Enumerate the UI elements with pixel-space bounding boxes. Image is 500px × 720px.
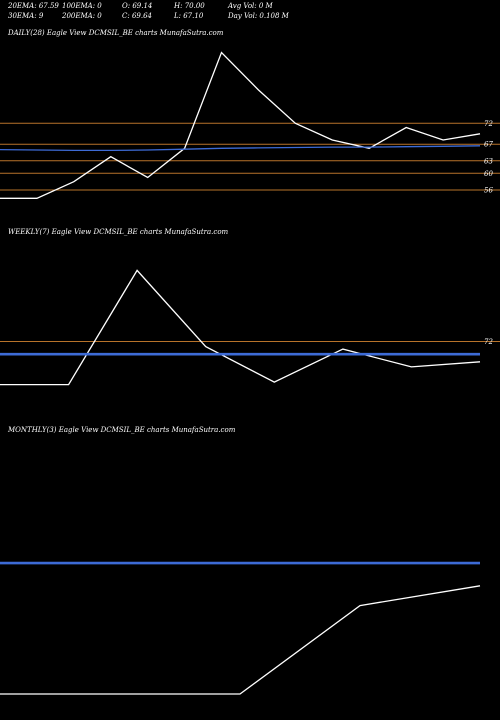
header-200ema: 200EMA: 0 [62, 12, 102, 20]
header-100ema: 100EMA: 0 [62, 2, 102, 10]
header-avg-vol: Avg Vol: 0 M [228, 2, 273, 10]
header-low: L: 67.10 [174, 12, 204, 20]
daily-ema-line [0, 145, 481, 152]
daily-level-label-1: 67 [484, 141, 493, 149]
header-close: C: 69.64 [122, 12, 152, 20]
daily-chart-title: DAILY(28) Eagle View DCMSIL_BE charts Mu… [8, 29, 224, 37]
header-day-vol: Day Vol: 0.108 M [228, 12, 289, 20]
header-high: H: 70.00 [174, 2, 205, 10]
monthly-chart-title: MONTHLY(3) Eagle View DCMSIL_BE charts M… [8, 426, 236, 434]
weekly-price-line [0, 269, 481, 386]
monthly-price-line [0, 585, 481, 695]
daily-level-label-2: 63 [484, 157, 493, 165]
header-open: O: 69.14 [122, 2, 153, 10]
daily-level-label-4: 56 [484, 187, 493, 195]
header-30ema: 30EMA: 9 [8, 12, 44, 20]
weekly-level-label-0: 72 [484, 338, 493, 346]
daily-price-line [0, 51, 481, 199]
daily-level-label-0: 72 [484, 120, 493, 128]
daily-level-label-3: 60 [484, 170, 493, 178]
weekly-chart-title: WEEKLY(7) Eagle View DCMSIL_BE charts Mu… [8, 228, 229, 236]
header-20ema: 20EMA: 67.59 [8, 2, 59, 10]
